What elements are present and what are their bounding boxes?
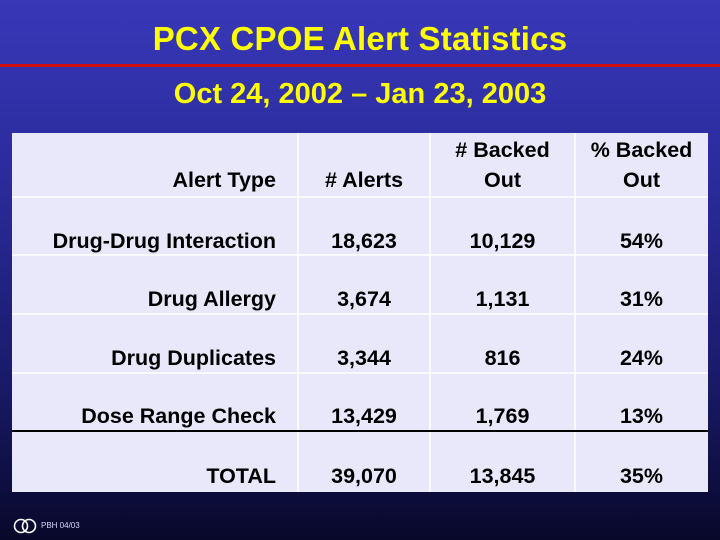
row-alert-type: Drug Duplicates [111, 346, 276, 370]
two-overlapping-circles-logo-icon [13, 518, 37, 534]
header-backed-out-line2: Out [483, 168, 522, 192]
header-pct-backed-out-line2: Out [622, 168, 661, 192]
row-backed-out-count: 10,129 [469, 229, 536, 253]
row-alert-type: Dose Range Check [81, 404, 276, 428]
row-alert-count: 3,344 [337, 346, 391, 370]
header-alerts: # Alerts [324, 168, 404, 192]
footer-code: PBH 04/03 [41, 521, 80, 530]
row-backed-out-count: 816 [484, 346, 521, 370]
row-backed-out-count: 1,131 [475, 287, 530, 311]
total-backed-out-percent: 35% [619, 464, 664, 488]
row-backed-out-percent: 54% [619, 229, 664, 253]
row-alert-count: 13,429 [331, 404, 397, 428]
total-label: TOTAL [206, 464, 276, 488]
row-backed-out-count: 1,769 [475, 404, 530, 428]
header-alert-type: Alert Type [172, 168, 276, 192]
row-alert-count: 18,623 [331, 229, 397, 253]
slide-title: PCX CPOE Alert Statistics [152, 20, 568, 57]
row-backed-out-percent: 24% [619, 346, 664, 370]
total-alert-count: 39,070 [331, 464, 397, 488]
header-pct-backed-out-line1: % Backed [590, 138, 693, 162]
row-alert-count: 3,674 [337, 287, 391, 311]
table-grid-lines [12, 133, 708, 492]
row-alert-type: Drug-Drug Interaction [52, 229, 276, 253]
total-backed-out-count: 13,845 [469, 464, 536, 488]
title-divider [0, 64, 720, 67]
row-backed-out-percent: 31% [619, 287, 664, 311]
row-alert-type: Drug Allergy [147, 287, 276, 311]
row-backed-out-percent: 13% [619, 404, 664, 428]
alert-statistics-table: Alert Type # Alerts # Backed Out % Backe… [12, 133, 708, 492]
slide-subtitle: Oct 24, 2002 – Jan 23, 2003 [173, 78, 547, 110]
header-backed-out-line1: # Backed [455, 138, 550, 162]
